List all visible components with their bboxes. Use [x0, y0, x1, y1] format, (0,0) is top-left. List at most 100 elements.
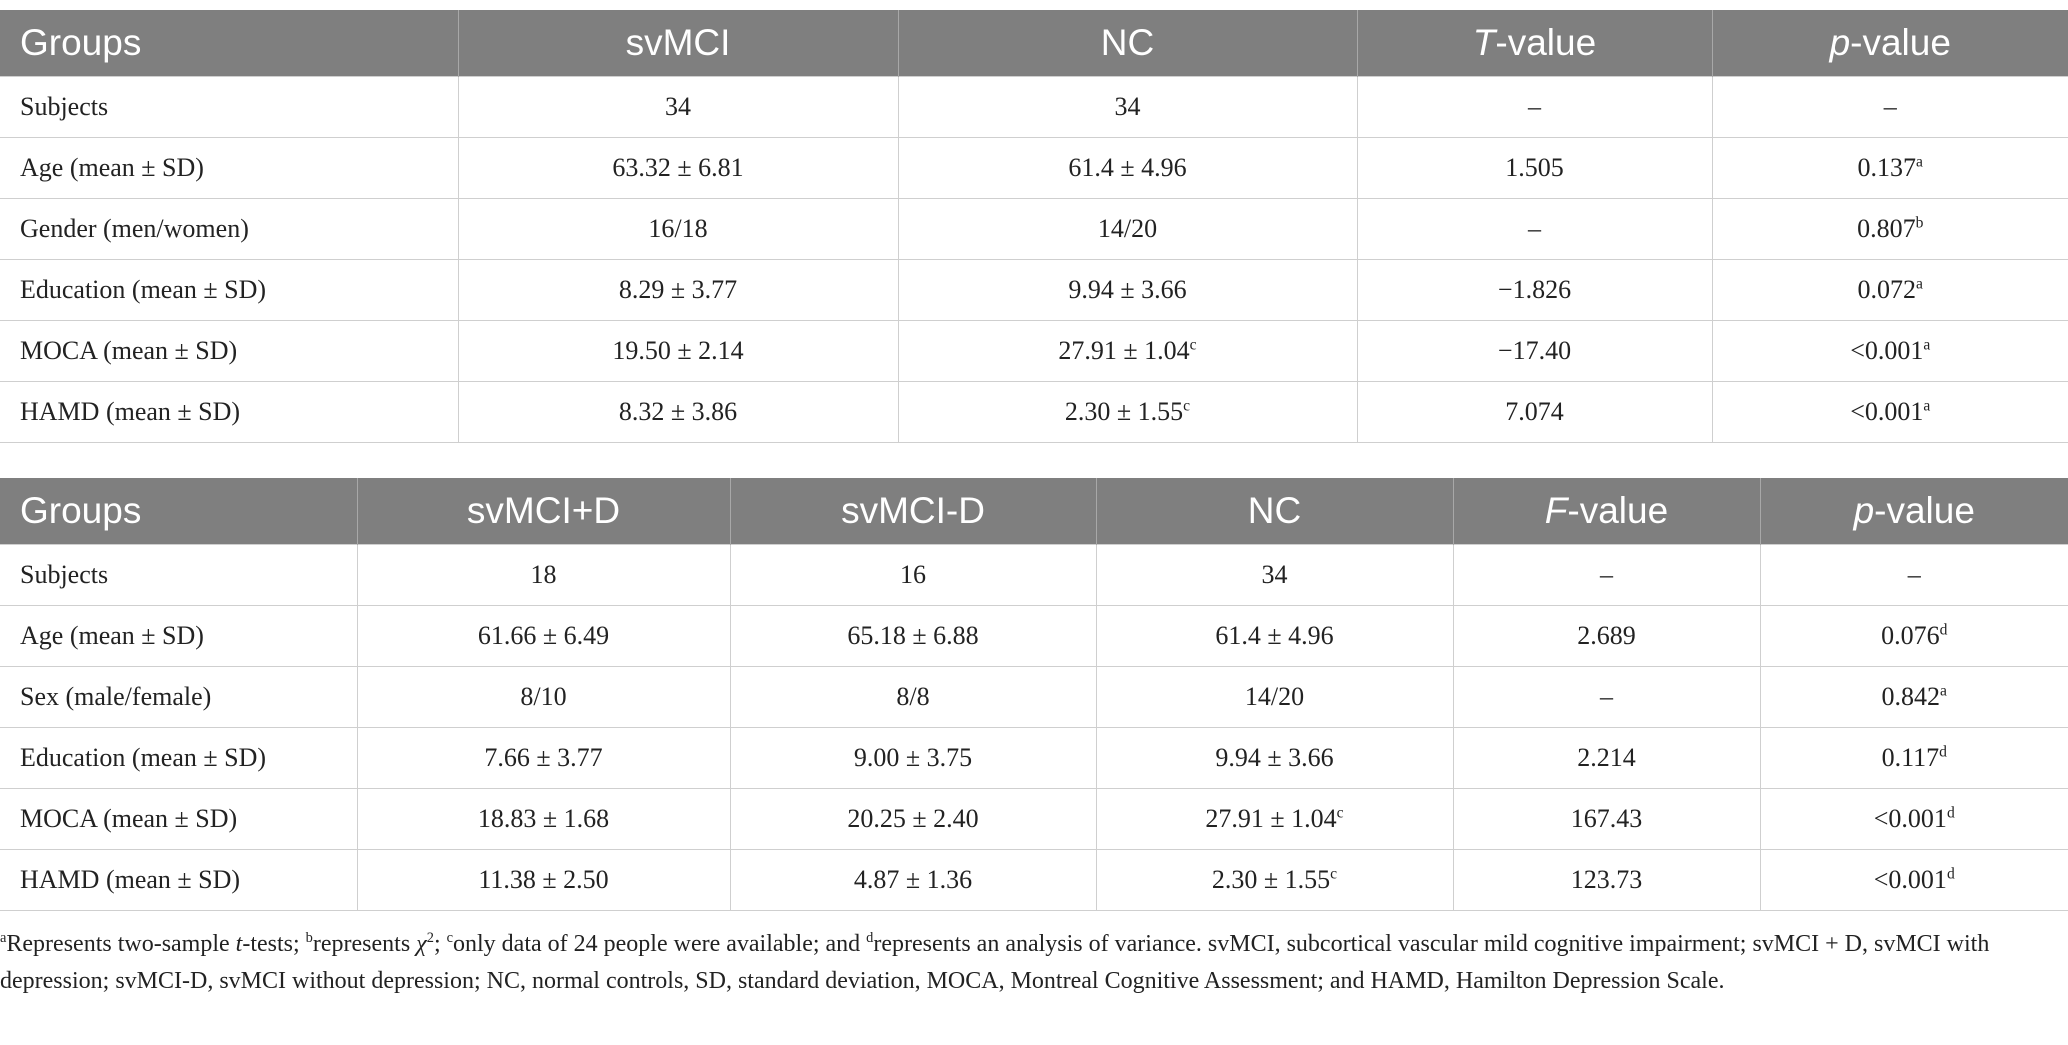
text-text: <0.001 — [1850, 397, 1924, 426]
table-cell: 8.29 ± 3.77 — [457, 259, 899, 321]
text-sup: a — [1916, 275, 1923, 293]
text-sup: a — [1923, 397, 1931, 415]
table-cell: 4.87 ± 1.36 — [729, 849, 1097, 911]
text-text: -value — [1495, 22, 1597, 63]
table-cell: 27.91 ± 1.04c — [897, 320, 1358, 382]
table-cell: HAMD (mean ± SD) — [0, 849, 358, 911]
header-cell: NC — [897, 10, 1357, 77]
text-text: 0.842 — [1881, 682, 1941, 711]
table-cell: – — [1452, 544, 1761, 606]
table-row: Subjects 34 34– – — [0, 76, 2068, 138]
table-cell: 9.94 ± 3.66 — [1095, 727, 1454, 789]
table-cell: 167.43 — [1452, 788, 1761, 850]
table-cell: Subjects — [0, 544, 358, 606]
text-sup: b — [1915, 214, 1924, 232]
table-cell: 0.117d — [1759, 727, 2068, 789]
table-cell: 61.4 ± 4.96 — [1095, 605, 1454, 667]
table-cell: 0.842a — [1759, 666, 2068, 728]
table-cell: 9.94 ± 3.66 — [897, 259, 1358, 321]
table-cell: 34 — [897, 76, 1358, 138]
text-text: -value — [1850, 22, 1951, 63]
text-sup: d — [1939, 621, 1948, 639]
table-cell: – — [1452, 666, 1761, 728]
table-cell: −17.40 — [1356, 320, 1713, 382]
text-sup: b — [305, 930, 313, 946]
table-cell: 14/20 — [1095, 666, 1454, 728]
text-text: -value — [1874, 490, 1975, 531]
text-sup: c — [1336, 804, 1344, 822]
table-cell: 63.32 ± 6.81 — [457, 137, 899, 199]
header-cell: svMCI — [457, 10, 898, 77]
text-text: ; — [433, 931, 447, 957]
table-cell: Education (mean ± SD) — [0, 259, 459, 321]
text-text: 2.30 ± 1.55 — [1064, 397, 1184, 426]
header-row: Groups svMCI NC T-value p-value — [0, 10, 2068, 77]
text-sup: c — [1330, 865, 1338, 883]
table-cell: 123.73 — [1452, 849, 1761, 911]
table-row: Sex (male/female) 8/10 8/8 14/20–0.842a — [0, 666, 2068, 728]
header-cell: p-value — [1711, 10, 2068, 77]
table-2: Groups svMCI+D svMCI-D NC F-value p-value Sub… — [0, 478, 2068, 911]
header-cell: T-value — [1356, 10, 1712, 77]
text-text: <0.001 — [1873, 804, 1947, 833]
header-cell: svMCI-D — [729, 478, 1096, 545]
text-text: 27.91 ± 1.04 — [1058, 336, 1190, 365]
table-cell: 34 — [1095, 544, 1454, 606]
table-row: Subjects 18 16 34– – — [0, 544, 2068, 606]
text-text: 27.91 ± 1.04 — [1205, 804, 1337, 833]
table-cell: 9.00 ± 3.75 — [729, 727, 1097, 789]
table-cell: Sex (male/female) — [0, 666, 358, 728]
text-sup: a — [1916, 153, 1923, 171]
text-text: represents — [312, 931, 417, 957]
header-row: Groups svMCI+D svMCI-D NC F-value p-value — [0, 478, 2068, 545]
table-row: Age (mean ± SD) 61.66 ± 6.49 65.18 ± 6.88 6… — [0, 605, 2068, 667]
text-italic: T — [1472, 22, 1496, 63]
table-cell: <0.001a — [1711, 320, 2068, 382]
text-sup: c — [446, 930, 453, 946]
table-cell: 0.137a — [1711, 137, 2068, 199]
text-text: 0.076 — [1881, 621, 1940, 650]
table-cell: 18.83 ± 1.68 — [356, 788, 731, 850]
table-cell: 19.50 ± 2.14 — [457, 320, 899, 382]
table-row: MOCA (mean ± SD) 18.83 ± 1.68 20.25 ± 2.40… — [0, 788, 2068, 850]
table-cell: 2.689 — [1452, 605, 1761, 667]
table-cell: <0.001a — [1711, 381, 2068, 443]
header-cell: Groups — [0, 478, 357, 545]
table-cell: 34 — [457, 76, 899, 138]
text-text: represents an analysis of variance. svMC… — [0, 931, 1990, 994]
table-cell: 14/20 — [897, 198, 1358, 260]
table-cell: – — [1356, 76, 1713, 138]
text-italic: p — [1829, 22, 1851, 63]
table-cell: <0.001d — [1759, 849, 2068, 911]
table-row: Education (mean ± SD) 8.29 ± 3.77 9.94 ± 3… — [0, 259, 2068, 321]
table-cell: 11.38 ± 2.50 — [356, 849, 731, 911]
table-cell: – — [1759, 544, 2068, 606]
table-cell: 0.076d — [1759, 605, 2068, 667]
text-text: <0.001 — [1850, 336, 1924, 365]
text-text: 0.807 — [1857, 214, 1916, 243]
header-cell: p-value — [1759, 478, 2068, 545]
table-cell: 0.807b — [1711, 198, 2068, 260]
table-cell: 2.30 ± 1.55c — [897, 381, 1358, 443]
text-text: 2.30 ± 1.55 — [1211, 865, 1331, 894]
table-cell: MOCA (mean ± SD) — [0, 320, 459, 382]
text-sup: d — [1946, 865, 1955, 883]
table-cell: −1.826 — [1356, 259, 1713, 321]
table-cell: 16 — [729, 544, 1097, 606]
text-sup: a — [0, 930, 7, 946]
table-row: MOCA (mean ± SD) 19.50 ± 2.14 27.91 ± 1.04… — [0, 320, 2068, 382]
table-cell: Age (mean ± SD) — [0, 137, 459, 199]
table-cell: HAMD (mean ± SD) — [0, 381, 459, 443]
header-cell: F-value — [1452, 478, 1760, 545]
text-text: -value — [1567, 490, 1669, 531]
table-cell: 20.25 ± 2.40 — [729, 788, 1097, 850]
text-sup: d — [866, 930, 874, 946]
table-cell: 18 — [356, 544, 731, 606]
text-text: <0.001 — [1873, 865, 1947, 894]
table-cell: 7.66 ± 3.77 — [356, 727, 731, 789]
table-cell: Age (mean ± SD) — [0, 605, 358, 667]
table-cell: MOCA (mean ± SD) — [0, 788, 358, 850]
header-cell: NC — [1095, 478, 1453, 545]
text-italic: t — [235, 931, 243, 957]
